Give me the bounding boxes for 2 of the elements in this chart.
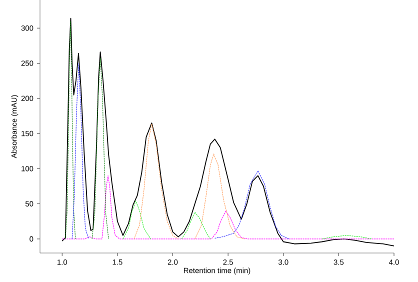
line-series xyxy=(62,175,394,240)
line-series xyxy=(62,18,394,246)
